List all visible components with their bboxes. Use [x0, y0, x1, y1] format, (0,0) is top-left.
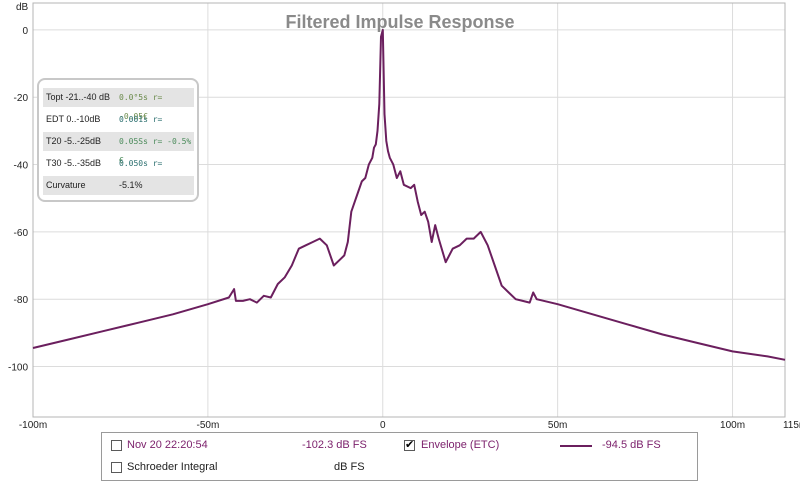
y-tick-label: -60 [14, 228, 29, 239]
trace-layer [32, 28, 786, 361]
x-tick-label: 100m [720, 420, 745, 431]
y-tick-label: -80 [14, 295, 29, 306]
stat-row-topt: Topt -21..-40 dB 0.0°5s r= -0.05€ [43, 88, 194, 121]
envelope-trace-line [32, 28, 786, 361]
stat-label: T30 -5..-35dB [46, 158, 102, 168]
stat-row-t30: T30 -5..-35dB 0.050s r= -0.888 [43, 154, 194, 187]
stat-row-curvature: Curvature -5.1% [43, 176, 194, 195]
decay-stats-box: Topt -21..-40 dB 0.0°5s r= -0.05€ EDT 0.… [37, 78, 199, 202]
y-axis-unit-label: dB [16, 2, 29, 13]
y-axis-ticks: 0 -20 -40 -60 -80 -100 [8, 26, 28, 374]
checkmark-icon: ✔ [405, 439, 415, 451]
stat-label: T20 -5..-25dB [46, 136, 102, 146]
x-tick-label: -50m [196, 420, 219, 431]
stat-row-edt: EDT 0..-10dB 0.001s r= -0.603 [43, 110, 194, 143]
x-axis-ticks: -100m -50m 0 50m 100m 115m s [19, 420, 800, 431]
x-tick-label: 115m s [783, 420, 800, 431]
chart-title: Filtered Impulse Response [285, 12, 514, 32]
stat-value: 0.05Ss r= -0.5%€ [119, 137, 192, 165]
y-tick-label: -20 [14, 93, 29, 104]
trace-level: -102.3 dB FS [302, 439, 367, 451]
schroeder-checkbox[interactable] [111, 462, 122, 473]
y-tick-label: 0 [22, 26, 28, 37]
stat-label: EDT 0..-10dB [46, 114, 101, 124]
stat-label: Curvature [46, 180, 86, 190]
trace-checkbox[interactable] [111, 440, 122, 451]
envelope-level: -94.5 dB FS [602, 439, 661, 451]
stat-value: -5.1% [119, 180, 143, 190]
y-tick-label: -100 [8, 363, 28, 374]
schroeder-label: Schroeder Integral [127, 461, 218, 473]
legend-panel: Nov 20 22:20:54 -102.3 dB FS ✔ Envelope … [101, 432, 698, 481]
schroeder-level: dB FS [334, 461, 365, 473]
envelope-checkbox[interactable]: ✔ [404, 440, 415, 451]
stat-label: Topt -21..-40 dB [46, 92, 111, 102]
x-tick-label: 50m [548, 420, 567, 431]
x-tick-label: 0 [380, 420, 386, 431]
stat-row-t20: T20 -5..-25dB 0.05Ss r= -0.5%€ [43, 132, 194, 165]
y-tick-label: -40 [14, 161, 29, 172]
envelope-line-swatch [560, 445, 592, 447]
plot-area-border [32, 2, 786, 418]
trace-timestamp-label: Nov 20 22:20:54 [127, 439, 208, 451]
x-tick-label: -100m [19, 420, 47, 431]
stat-value: 0.0°5s r= -0.05€ [119, 93, 163, 121]
envelope-label: Envelope (ETC) [421, 439, 500, 451]
grid [33, 3, 785, 417]
